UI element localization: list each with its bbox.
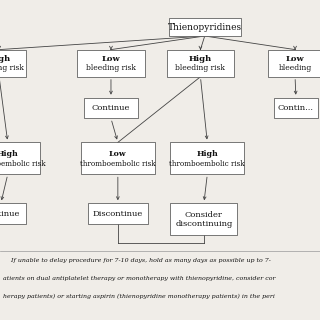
FancyBboxPatch shape: [274, 98, 318, 118]
FancyBboxPatch shape: [81, 142, 155, 174]
Text: bleeding risk: bleeding risk: [86, 64, 136, 72]
Text: thromboembolic risk: thromboembolic risk: [80, 160, 156, 168]
Text: atients on dual antiplatelet therapy or monotherapy with thienopyridine, conside: atients on dual antiplatelet therapy or …: [4, 276, 276, 281]
Text: herapy patients) or starting aspirin (thienopyridine monotherapy patients) in th: herapy patients) or starting aspirin (th…: [4, 294, 275, 299]
Text: bleeding risk: bleeding risk: [0, 64, 24, 72]
Text: Continue: Continue: [92, 104, 130, 112]
FancyBboxPatch shape: [268, 50, 320, 77]
Text: thromboembolic risk: thromboembolic risk: [0, 160, 45, 168]
Text: High: High: [196, 149, 218, 157]
Text: Low: Low: [286, 55, 304, 63]
FancyBboxPatch shape: [84, 98, 138, 118]
Text: Contin...: Contin...: [278, 104, 314, 112]
Text: If unable to delay procedure for 7-10 days, hold as many days as possible up to : If unable to delay procedure for 7-10 da…: [4, 258, 271, 263]
FancyBboxPatch shape: [77, 50, 145, 77]
FancyBboxPatch shape: [167, 50, 234, 77]
Text: High: High: [0, 149, 19, 157]
FancyBboxPatch shape: [169, 18, 241, 36]
Text: bleeding risk: bleeding risk: [175, 64, 225, 72]
FancyBboxPatch shape: [88, 203, 148, 224]
FancyBboxPatch shape: [170, 142, 244, 174]
Text: High: High: [189, 55, 212, 63]
FancyBboxPatch shape: [170, 203, 237, 235]
Text: Consider
discontinuing: Consider discontinuing: [175, 211, 233, 228]
FancyBboxPatch shape: [0, 142, 40, 174]
Text: Low: Low: [101, 55, 120, 63]
FancyBboxPatch shape: [0, 50, 26, 77]
FancyBboxPatch shape: [0, 203, 26, 224]
Text: bleeding: bleeding: [278, 64, 312, 72]
Text: Thienopyridines: Thienopyridines: [168, 23, 242, 32]
Text: High: High: [0, 55, 11, 63]
Text: Low: Low: [109, 149, 127, 157]
Text: Continue: Continue: [0, 210, 20, 218]
Text: Discontinue: Discontinue: [93, 210, 143, 218]
Text: thromboembolic risk: thromboembolic risk: [170, 160, 245, 168]
